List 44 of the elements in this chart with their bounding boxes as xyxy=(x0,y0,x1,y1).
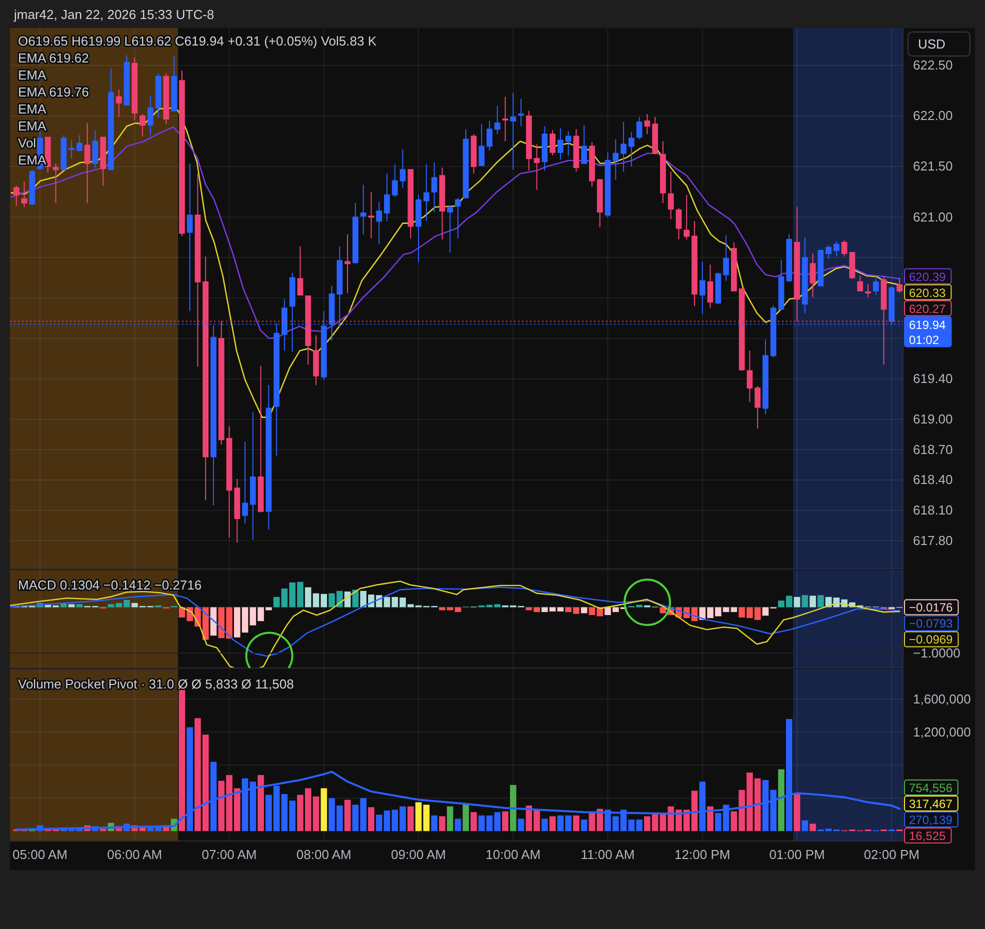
y-tick-label: 1,600,000 xyxy=(913,691,971,706)
x-tick-label: 10:00 AM xyxy=(486,847,541,862)
x-tick-label: 02:00 PM xyxy=(864,847,920,862)
ref-line-label: −1.0000 xyxy=(913,646,960,661)
y-tick-label: 622.00 xyxy=(913,108,953,124)
y-tick-label: 618.40 xyxy=(913,472,953,488)
annotation: EMA xyxy=(18,68,46,82)
data-label: 620.33 xyxy=(909,286,946,300)
x-tick-label: 07:00 AM xyxy=(202,847,257,862)
y-tick-label: 1,200,000 xyxy=(913,724,971,740)
y-tick-label: 619.40 xyxy=(913,371,953,386)
y-tick-label: 622.50 xyxy=(913,58,953,73)
text: 317,467 xyxy=(909,797,953,811)
ref-line-label: 619.94 01:02 xyxy=(909,318,946,347)
text: 16,525 xyxy=(909,829,946,843)
annotation: EMA 619.62 xyxy=(18,50,89,66)
x-tick-label: 08:00 AM xyxy=(296,847,352,862)
annotation: Vol xyxy=(18,136,36,150)
text: −0.0176 xyxy=(909,600,954,615)
x-tick-label: 11:00 AM xyxy=(580,847,635,862)
text: −0.0793 xyxy=(909,616,954,631)
annotation: EMA 619.76 xyxy=(18,84,89,100)
x-tick-label: 06:00 AM xyxy=(107,847,162,862)
y-tick-label: 618.70 xyxy=(913,442,953,457)
data-label: 620.39 xyxy=(909,270,946,284)
y-tick-label: 617.80 xyxy=(913,532,953,548)
annotation: EMA xyxy=(18,118,46,134)
y-tick-label: 619.00 xyxy=(913,412,953,426)
y-tick-label: 618.10 xyxy=(913,502,953,518)
x-tick-label: 01:00 PM xyxy=(769,847,825,862)
text: 270,139 xyxy=(909,813,953,827)
x-tick-label: 05:00 AM xyxy=(12,847,68,862)
annotation: MACD 0.1304 −0.1412 −0.2716 xyxy=(18,578,202,592)
y-tick-label: 621.50 xyxy=(913,158,953,174)
x-tick-label: 12:00 PM xyxy=(674,847,730,862)
text: jmar42, Jan 22, 2026 15:33 UTC-8 xyxy=(13,7,214,22)
annotation: O619.65 H619.99 L619.62 C619.94 +0.31 (+0.05%) Vol5.83 K xyxy=(18,34,377,48)
y-tick-label: 621.00 xyxy=(913,209,953,224)
annotation: EMA xyxy=(18,102,46,116)
text: 620.27 xyxy=(909,302,946,316)
x-tick-label: 09:00 AM xyxy=(391,847,446,862)
text: −0.0969 xyxy=(909,632,954,647)
text: 754,556 xyxy=(909,781,953,795)
currency-button: USD xyxy=(908,32,970,56)
